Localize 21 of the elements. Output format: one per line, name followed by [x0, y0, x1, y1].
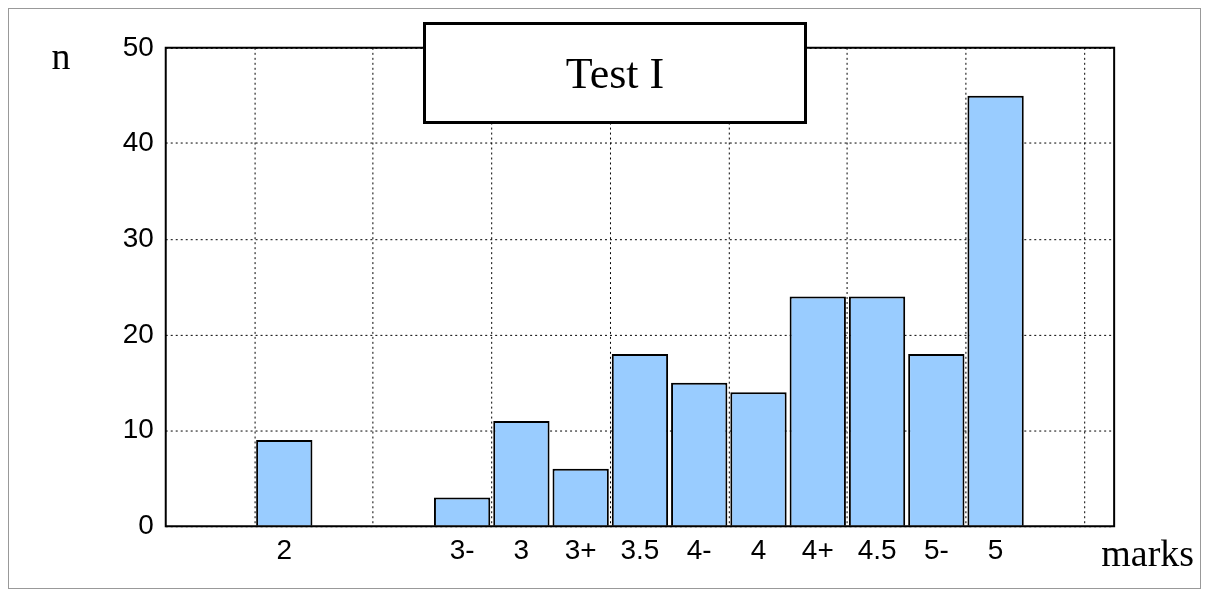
x-tick-label: 4: [750, 533, 767, 565]
x-tick-label: 4-: [686, 533, 712, 565]
x-tick-label: 3+: [564, 533, 597, 565]
y-tick-label: 20: [122, 317, 154, 349]
x-tick-label: 4+: [801, 533, 834, 565]
title-frame: Test I: [423, 22, 807, 124]
y-tick-label: 40: [122, 126, 154, 158]
x-tick-label: 4.5: [857, 533, 897, 565]
x-tick-label: 3: [513, 533, 530, 565]
x-tick-label: 5: [987, 533, 1004, 565]
y-tick-label: 10: [122, 413, 154, 445]
y-axis-title: n: [51, 34, 71, 77]
y-tick-label: 0: [138, 508, 154, 540]
x-tick-label: 2: [276, 533, 293, 565]
y-tick-label: 30: [122, 221, 154, 253]
y-tick-label: 50: [122, 30, 154, 62]
x-axis-title: marks: [1101, 532, 1195, 575]
x-tick-label: 5-: [923, 533, 949, 565]
x-tick-label: 3.5: [620, 533, 660, 565]
x-tick-label: 3-: [449, 533, 475, 565]
chart-title: Test I: [565, 47, 665, 99]
